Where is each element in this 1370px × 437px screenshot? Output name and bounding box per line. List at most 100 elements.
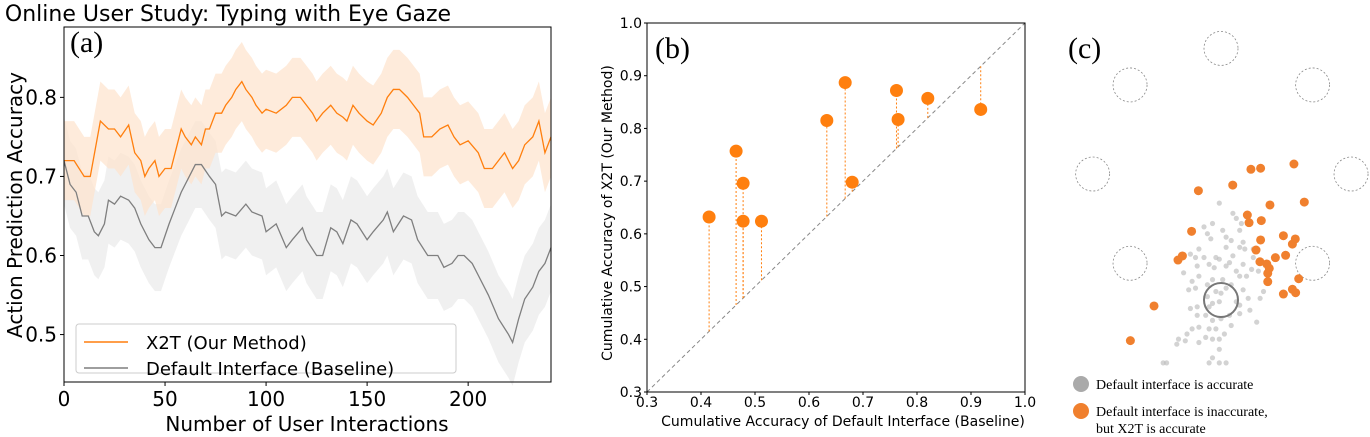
data-point: [820, 114, 834, 128]
gaze-point-gray: [1218, 290, 1224, 296]
gaze-point-gray: [1186, 287, 1192, 293]
target-circle-dashed: [1295, 245, 1331, 281]
gaze-point-gray: [1216, 360, 1222, 366]
legend-label-x2t: X2T (Our Method): [146, 333, 307, 354]
gaze-point-gray: [1216, 200, 1222, 206]
gaze-point-gray: [1250, 254, 1256, 261]
x-tick-label: 0.7: [852, 395, 874, 411]
gaze-point-gray: [1228, 237, 1234, 244]
gaze-point-gray: [1194, 312, 1200, 318]
data-point: [921, 91, 935, 105]
confidence-band-0: [64, 42, 551, 216]
gaze-point-gray: [1254, 319, 1260, 325]
gaze-point-gray: [1240, 261, 1246, 267]
gaze-point-orange: [1251, 245, 1261, 255]
panel-b-frame: [646, 22, 1026, 393]
panel-b-x-label: Cumulative Accuracy of Default Interface…: [661, 414, 1025, 430]
gaze-point-gray: [1192, 254, 1199, 261]
gaze-point-gray: [1223, 263, 1229, 269]
gaze-point-gray: [1260, 288, 1267, 295]
gaze-point-orange: [1242, 210, 1252, 220]
panel-a-y-label: Action Prediction Accuracy: [3, 72, 27, 338]
gaze-point-gray: [1187, 305, 1193, 312]
gaze-point-gray: [1204, 282, 1210, 288]
gaze-point-gray: [1209, 336, 1216, 342]
data-point: [729, 144, 743, 158]
x-tick-label: 0.5: [744, 395, 766, 411]
gaze-point-gray: [1196, 339, 1202, 346]
intended-target-circle: [1203, 282, 1239, 318]
gaze-point-orange: [1193, 186, 1203, 196]
data-point: [891, 112, 905, 126]
legend-marker-gray: [1073, 376, 1089, 392]
gaze-point-gray: [1196, 246, 1202, 252]
gaze-point-orange: [1256, 163, 1266, 173]
gaze-point-gray: [1223, 234, 1229, 240]
panel-a: Online User Study: Typing with Eye Gaze …: [3, 2, 552, 436]
data-point: [736, 176, 750, 190]
data-point: [754, 214, 768, 228]
gaze-point-gray: [1201, 254, 1207, 261]
x-tick-label: 200: [449, 387, 487, 411]
gaze-point-gray: [1220, 277, 1226, 283]
panel-b-x-ticks: 0.3 0.4 0.5 0.6 0.7 0.8 0.9 1.0: [636, 392, 1036, 411]
gaze-point-gray: [1240, 287, 1246, 293]
panel-c-label: (c): [1068, 32, 1101, 65]
gaze-point-gray: [1240, 239, 1246, 245]
gaze-point-orange: [1255, 257, 1265, 267]
gaze-point-gray: [1247, 307, 1253, 313]
target-circle-dashed: [1333, 156, 1369, 192]
legend-box: [75, 323, 457, 374]
gaze-point-gray: [1181, 270, 1187, 276]
series-line-0: [64, 80, 552, 179]
y-tick-label: 0.7: [25, 164, 57, 188]
gaze-point-gray: [1206, 360, 1212, 366]
gaze-point-gray: [1184, 331, 1190, 337]
gaze-point-gray: [1164, 360, 1170, 366]
y-tick-label: 0.6: [620, 227, 642, 243]
y-tick-label: 0.7: [620, 174, 642, 190]
legend-label-inaccurate-line1: Default interface is inaccurate,: [1096, 405, 1268, 420]
gaze-point-orange: [1299, 197, 1309, 207]
gaze-point-orange: [1263, 268, 1273, 278]
gaze-point-orange: [1149, 301, 1159, 311]
gaze-point-gray: [1230, 253, 1236, 259]
gaze-point-gray: [1223, 285, 1229, 291]
gaze-point-gray: [1206, 326, 1212, 332]
diagonal-line: [646, 22, 1026, 393]
gaze-point-gray: [1206, 261, 1212, 267]
target-circle-dashed: [1075, 156, 1111, 192]
gaze-point-orange: [1256, 235, 1266, 245]
panel-a-frame: [63, 26, 552, 383]
gaze-point-gray: [1206, 304, 1212, 310]
gaze-point-orange: [1281, 250, 1291, 260]
series-line-1: [63, 160, 552, 345]
gaze-point-gray: [1237, 311, 1243, 317]
gaze-point-gray: [1243, 273, 1250, 279]
gaze-point-gray: [1182, 338, 1188, 344]
target-circle-dashed: [1112, 245, 1148, 281]
gaze-point-orange: [1278, 231, 1288, 241]
gaze-point-orange: [1263, 277, 1273, 287]
gaze-point-gray: [1196, 324, 1202, 330]
gaze-point-orange: [1265, 200, 1275, 210]
legend-label-inaccurate-line2: but X2T is accurate: [1096, 422, 1206, 437]
target-circle-dashed: [1112, 67, 1148, 103]
gaze-point-gray: [1213, 288, 1219, 295]
y-tick-label: 0.5: [620, 280, 642, 296]
panel-a-y-ticks: 0.5 0.6 0.7 0.8: [25, 85, 64, 347]
gaze-point-gray: [1204, 231, 1210, 237]
gaze-point-gray: [1230, 210, 1236, 216]
x-tick-label: 0: [58, 387, 71, 411]
gaze-point-gray: [1189, 278, 1195, 284]
x-tick-label: 0.8: [906, 395, 928, 411]
x-tick-label: 0.4: [690, 395, 712, 411]
panel-a-plot-area: [63, 42, 552, 386]
y-tick-label: 1.0: [620, 16, 642, 32]
gaze-point-gray: [1194, 263, 1200, 269]
panel-b: (b) 0.3 0.4 0.5 0.6 0.7 0.8 0.9 1.0 0.30.40.50.…: [600, 16, 1036, 430]
gaze-point-orange: [1291, 288, 1301, 298]
gaze-point-gray: [1174, 341, 1180, 347]
